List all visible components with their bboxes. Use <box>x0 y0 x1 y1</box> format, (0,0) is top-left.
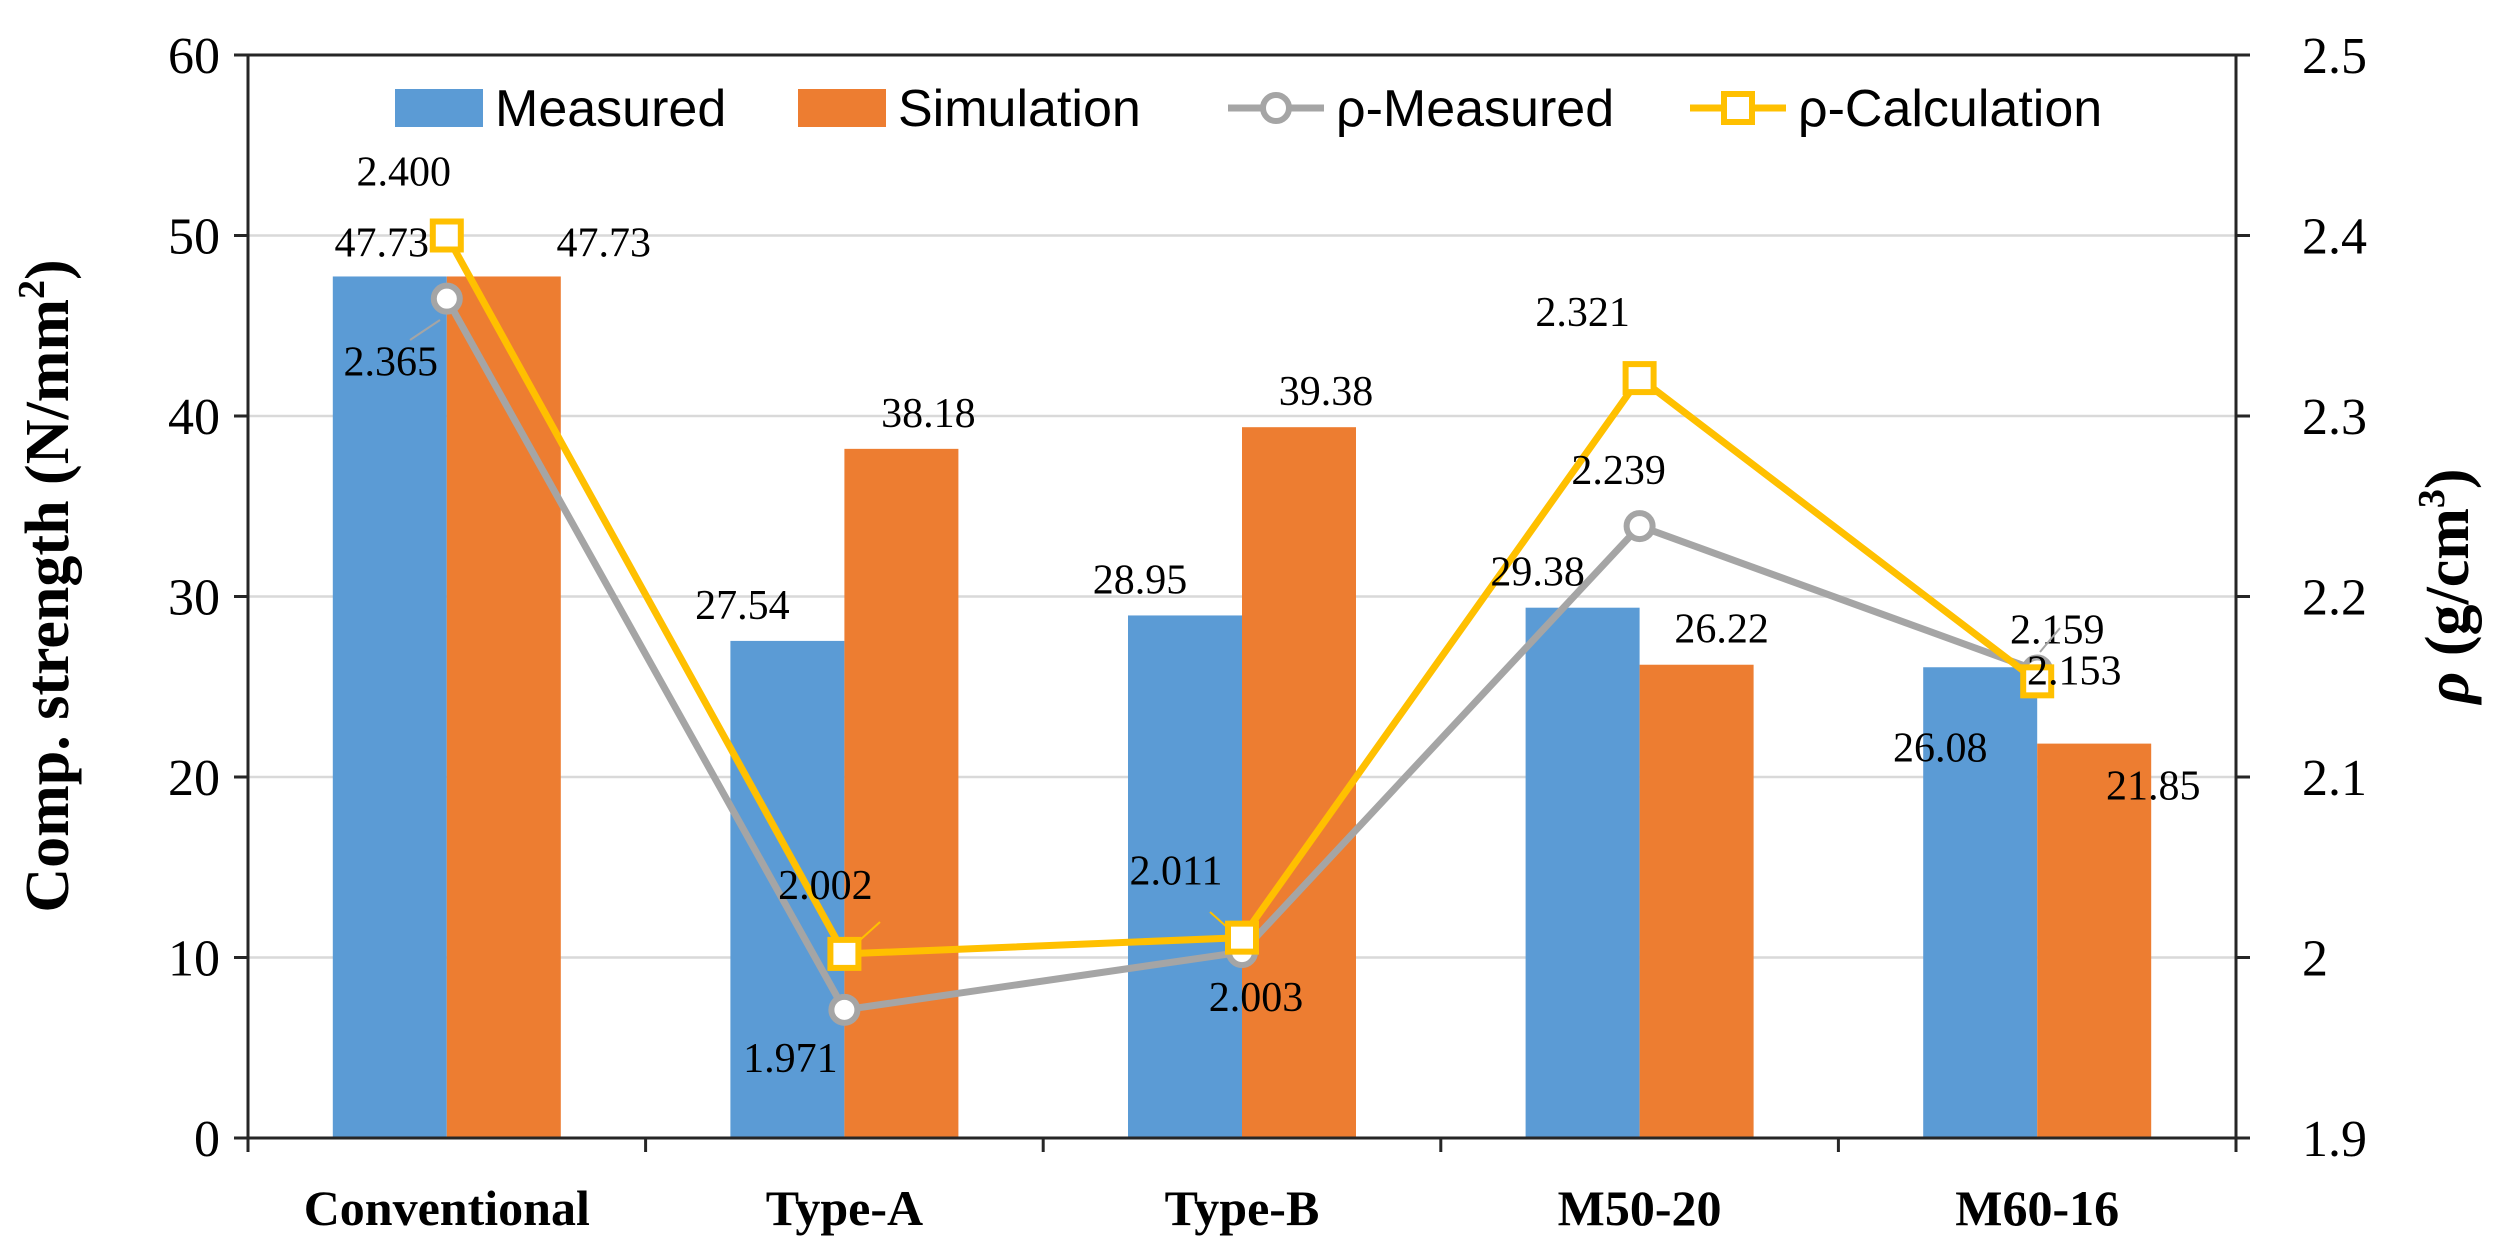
bar-measured <box>1923 667 2038 1138</box>
data-label-measured: 28.95 <box>1093 557 1188 603</box>
data-label-simulation: 21.85 <box>2106 764 2201 810</box>
leader-line <box>2039 627 2061 653</box>
x-category-label: Type-B <box>1165 1180 1320 1236</box>
x-category-label: M60-16 <box>1955 1180 2119 1236</box>
marker-rho-measured <box>828 993 861 1026</box>
right-tick-label: 2 <box>2302 931 2328 988</box>
bar-simulation <box>1242 427 1356 1138</box>
legend: Measured Simulation ρ-Measured ρ-Calculatio… <box>395 80 2102 138</box>
data-label-rho-measured: 2.239 <box>1571 448 1666 494</box>
right-axis-title: ρ (g/cm3) <box>2411 468 2482 705</box>
left-axis-title: Comp. strength (N/mm2) <box>11 259 82 912</box>
marker-rho-calculation <box>1622 361 1657 396</box>
marker-rho-calculation <box>429 218 464 253</box>
legend-marker-rho-calculation <box>1721 91 1755 125</box>
left-tick-label: 50 <box>168 209 220 266</box>
data-label-measured: 29.38 <box>1490 550 1585 596</box>
bar-measured <box>730 640 845 1138</box>
legend-marker-rho-measured <box>1260 92 1292 124</box>
right-tick-label: 2.4 <box>2302 209 2367 266</box>
bar-measured <box>1128 615 1242 1138</box>
data-labels: 47.73 27.54 28.95 29.38 26.08 47.73 38.18 39.38… <box>335 150 2201 1082</box>
data-label-rho-measured: 2.003 <box>1209 975 1304 1021</box>
data-label-rho-calculation: 2.400 <box>357 150 452 196</box>
marker-rho-measured <box>430 282 463 315</box>
data-label-rho-measured: 2.365 <box>344 340 439 386</box>
data-label-measured: 27.54 <box>695 583 790 629</box>
bar-simulation <box>2037 743 2152 1138</box>
leader-line <box>1209 911 1229 929</box>
legend-label-simulation: Simulation <box>898 80 1141 138</box>
x-category-label: Conventional <box>304 1180 590 1236</box>
data-label-rho-calculation: 2.002 <box>778 863 873 909</box>
marker-rho-measured <box>1623 510 1656 543</box>
legend-swatch-simulation <box>798 89 886 127</box>
tick-labels: 0 10 20 30 40 50 60 1.9 2 2.1 2.2 2.3 2.4 2.5 Conventi… <box>168 28 2367 1236</box>
data-label-measured: 26.08 <box>1893 725 1988 771</box>
bars <box>332 276 2152 1138</box>
bar-measured <box>1525 607 1640 1138</box>
right-tick-label: 2.2 <box>2302 570 2367 627</box>
markers <box>429 218 2055 1026</box>
data-label-simulation: 26.22 <box>1674 607 1769 653</box>
leader-line <box>409 319 441 341</box>
left-tick-label: 10 <box>168 931 220 988</box>
leader-line <box>859 921 881 941</box>
left-tick-label: 60 <box>168 28 220 85</box>
right-tick-label: 1.9 <box>2302 1111 2367 1168</box>
data-label-simulation: 38.18 <box>881 391 976 437</box>
left-tick-label: 30 <box>168 570 220 627</box>
right-tick-label: 2.1 <box>2302 750 2367 807</box>
data-label-rho-calculation: 2.321 <box>1535 290 1630 336</box>
data-label-rho-measured: 1.971 <box>743 1036 838 1082</box>
bar-simulation <box>844 448 959 1138</box>
data-label-simulation: 39.38 <box>1279 369 1374 415</box>
data-label-rho-calculation: 2.153 <box>2027 648 2122 694</box>
legend-label-rho-calculation: ρ-Calculation <box>1798 80 2102 138</box>
right-tick-label: 2.5 <box>2302 28 2367 85</box>
bar-simulation <box>1639 664 1754 1138</box>
bar-simulation <box>446 276 561 1138</box>
left-tick-label: 20 <box>168 750 220 807</box>
x-category-label: M50-20 <box>1558 1180 1722 1236</box>
right-tick-label: 2.3 <box>2302 389 2367 446</box>
legend-label-rho-measured: ρ-Measured <box>1336 80 1614 138</box>
data-label-measured: 47.73 <box>335 220 430 266</box>
left-tick-label: 40 <box>168 389 220 446</box>
data-label-simulation: 47.73 <box>557 220 652 266</box>
marker-rho-calculation <box>1225 920 1259 955</box>
marker-rho-calculation <box>827 936 862 971</box>
left-tick-label: 0 <box>194 1111 220 1168</box>
x-category-label: Type-A <box>766 1180 923 1236</box>
axes <box>234 53 2250 1152</box>
marker-rho-calculation <box>2020 664 2055 699</box>
legend-swatch-measured <box>395 89 483 127</box>
data-label-rho-calculation: 2.011 <box>1130 849 1223 895</box>
legend-label-measured: Measured <box>495 80 726 138</box>
bar-measured <box>332 276 447 1138</box>
